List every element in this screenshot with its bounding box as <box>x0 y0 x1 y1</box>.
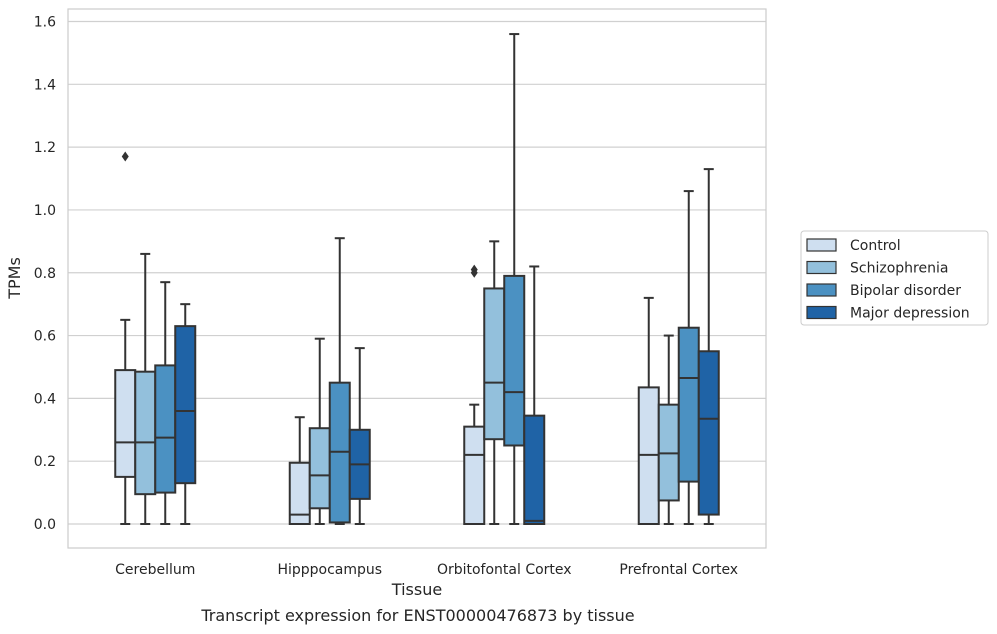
box-bipolar-disorder <box>677 190 700 525</box>
box-body <box>114 369 137 478</box>
x-axis-ticks: Cerebellum Hipppocampus Orbitofontal Corte… <box>115 562 738 578</box>
box-control <box>114 151 137 525</box>
box-control <box>463 264 486 525</box>
box-schizophrenia <box>483 240 506 525</box>
box-major-depression <box>523 265 546 525</box>
legend-swatch <box>806 238 837 252</box>
box-body <box>134 370 157 496</box>
outlier-point <box>121 151 129 162</box>
y-tick-label: 1.2 <box>34 140 56 156</box>
y-tick-label: 0.8 <box>34 266 56 282</box>
box-body <box>483 287 506 441</box>
box-schizophrenia <box>657 334 680 525</box>
box-body <box>174 325 197 485</box>
box-schizophrenia <box>134 252 157 525</box>
figure-caption: Transcript expression for ENST0000047687… <box>201 606 635 625</box>
y-tick-label: 0.6 <box>34 329 56 345</box>
outlier-point <box>470 264 478 275</box>
plot-boxes <box>114 33 720 525</box>
y-axis-label: TPMs <box>5 257 24 300</box>
x-tick-label: Cerebellum <box>115 562 195 578</box>
y-tick-label: 1.6 <box>34 15 56 31</box>
box-major-depression <box>348 347 371 525</box>
box-body <box>523 414 546 525</box>
y-tick-label: 0.0 <box>34 517 56 533</box>
plot-frame <box>67 8 767 549</box>
legend: Control Schizophrenia Bipolar disorder Majo… <box>800 230 989 326</box>
y-axis-ticks: 0.0 0.2 0.4 0.6 0.8 1.0 1.2 1.4 1.6 <box>34 15 56 534</box>
box-control <box>288 416 311 525</box>
y-tick-label: 1.0 <box>34 203 56 219</box>
legend-label: Control <box>850 238 901 254</box>
legend-label: Schizophrenia <box>850 261 948 277</box>
box-control <box>637 296 660 525</box>
x-axis-label: Tissue <box>391 580 442 599</box>
box-bipolar-disorder <box>503 33 526 525</box>
legend-swatch <box>806 283 837 297</box>
y-tick-label: 1.4 <box>34 77 56 93</box>
x-tick-label: Hipppocampus <box>277 562 382 578</box>
box-body <box>697 350 720 516</box>
legend-frame <box>800 230 989 326</box>
box-body <box>154 364 177 494</box>
box-body <box>463 425 486 525</box>
legend-swatch <box>806 260 837 275</box>
legend-swatch <box>806 305 837 320</box>
x-tick-label: Prefrontal Cortex <box>619 562 738 578</box>
box-bipolar-disorder <box>154 281 177 525</box>
box-major-depression <box>697 168 720 525</box>
box-body <box>503 274 526 447</box>
legend-label: Major depression <box>850 306 970 322</box>
box-bipolar-disorder <box>328 237 351 525</box>
box-schizophrenia <box>308 337 331 525</box>
legend-label: Bipolar disorder <box>850 283 961 299</box>
box-body <box>308 427 331 510</box>
y-tick-label: 0.2 <box>34 454 56 470</box>
box-major-depression <box>174 303 197 525</box>
box-body <box>677 326 700 483</box>
x-tick-label: Orbitofontal Cortex <box>437 562 572 578</box>
y-tick-label: 0.4 <box>34 391 56 407</box>
